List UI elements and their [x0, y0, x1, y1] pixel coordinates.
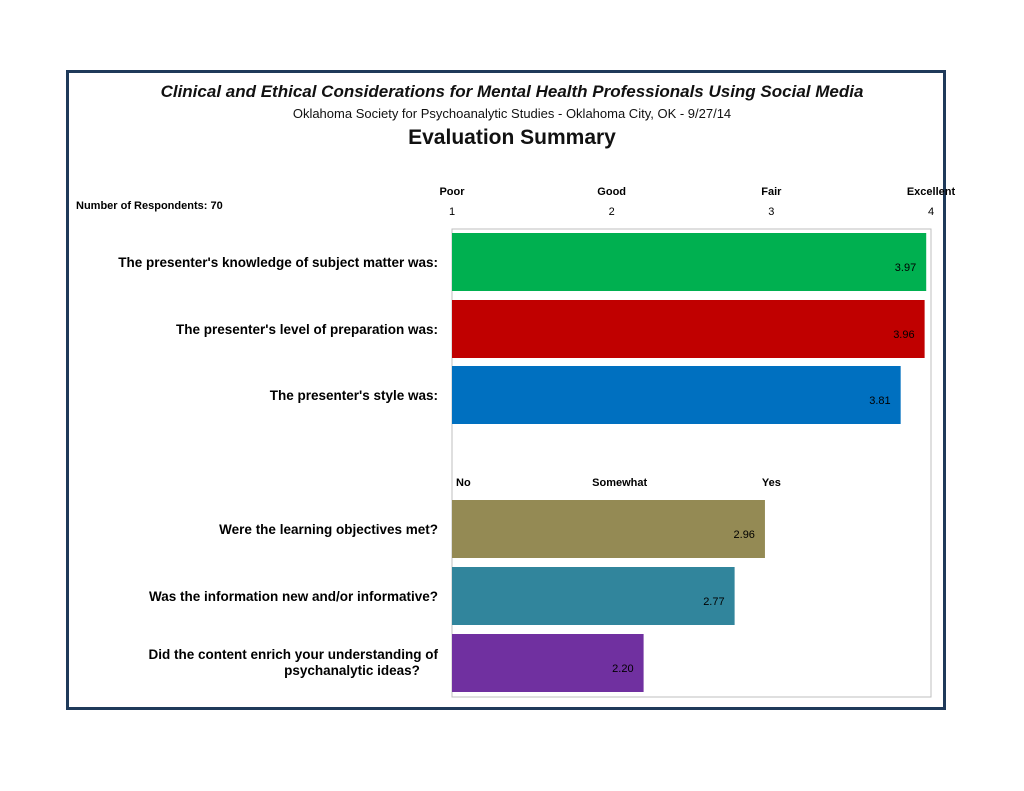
scale-word-excellent: Excellent	[907, 186, 956, 198]
scale-word-good: Good	[597, 186, 626, 198]
data-label: 3.96	[893, 329, 914, 341]
data-label: 3.97	[895, 262, 916, 274]
x-tick-label: 4	[928, 206, 934, 218]
data-label: 2.96	[734, 529, 755, 541]
scale-word-no: No	[456, 477, 471, 489]
x-tick-label: 1	[449, 206, 455, 218]
scale-word-yes: Yes	[762, 477, 781, 489]
x-tick-label: 3	[768, 206, 774, 218]
scale-word-poor: Poor	[439, 186, 465, 198]
category-label: The presenter's level of preparation was…	[176, 322, 438, 337]
data-label: 2.77	[703, 596, 724, 608]
report-frame	[66, 70, 946, 710]
scale-word-fair: Fair	[761, 186, 782, 198]
plot-area	[451, 228, 932, 698]
category-label: The presenter's style was:	[270, 388, 438, 403]
scale-word-somewhat: Somewhat	[592, 477, 647, 489]
bar	[452, 567, 735, 625]
bar	[452, 233, 927, 291]
bar	[452, 300, 925, 358]
bar	[452, 366, 901, 424]
data-label: 2.20	[612, 663, 633, 675]
summary-title: Evaluation Summary	[408, 126, 616, 149]
category-label: Were the learning objectives met?	[219, 522, 438, 537]
respondents-count: Number of Respondents: 70	[76, 200, 223, 212]
category-label: Was the information new and/or informati…	[149, 589, 438, 604]
category-label: Did the content enrich your understandin…	[148, 647, 438, 678]
category-label: The presenter's knowledge of subject mat…	[118, 255, 438, 270]
bar	[452, 634, 644, 692]
report-title: Clinical and Ethical Considerations for …	[160, 82, 864, 101]
x-tick-label: 2	[609, 206, 615, 218]
bar	[452, 500, 765, 558]
report-subtitle: Oklahoma Society for Psychoanalytic Stud…	[292, 106, 732, 121]
data-label: 3.81	[869, 395, 890, 407]
